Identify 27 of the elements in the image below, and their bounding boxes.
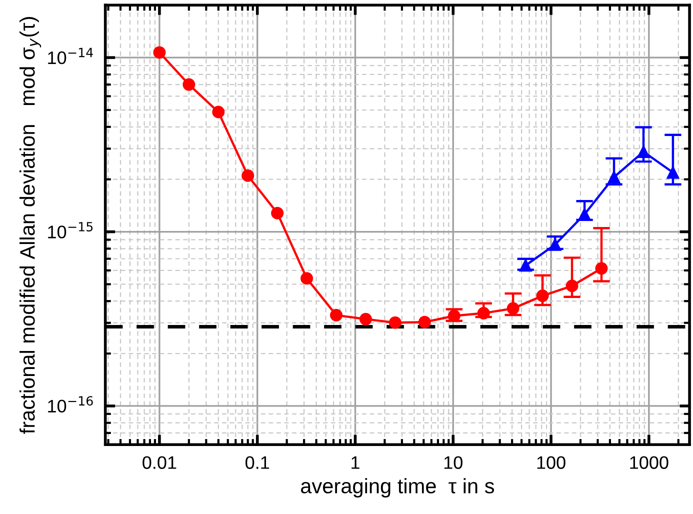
- point: [566, 280, 578, 292]
- point: [388, 316, 402, 329]
- x-tick-label: 10: [444, 456, 462, 469]
- point: [182, 78, 196, 91]
- point: [271, 206, 284, 220]
- y-tick-label: 10$^{−16}$: [48, 396, 93, 413]
- x-tick-label: 0.01: [142, 456, 176, 469]
- x-tick-label: 1000: [630, 456, 668, 469]
- x-tick-label: 0.1: [246, 456, 270, 469]
- point: [477, 306, 490, 320]
- point: [418, 316, 431, 328]
- point: [359, 312, 372, 326]
- y-axis-title: fractional modified Allan deviation mod σ$_{y}$(τ): [20, 17, 42, 434]
- point: [536, 290, 549, 302]
- y-tick-label: 10$^{−14}$: [48, 48, 93, 64]
- x-axis-title: averaging time τ in s: [300, 478, 494, 498]
- x-tick-label: 1: [352, 456, 360, 469]
- point: [506, 302, 520, 315]
- point: [330, 308, 343, 322]
- point: [242, 169, 254, 182]
- point: [212, 106, 225, 118]
- y-tick-label: 10$^{−15}$: [48, 222, 93, 238]
- point: [153, 46, 166, 59]
- point: [595, 262, 608, 275]
- x-tick-label: 100: [537, 456, 566, 469]
- point: [300, 272, 314, 285]
- point: [448, 310, 460, 322]
